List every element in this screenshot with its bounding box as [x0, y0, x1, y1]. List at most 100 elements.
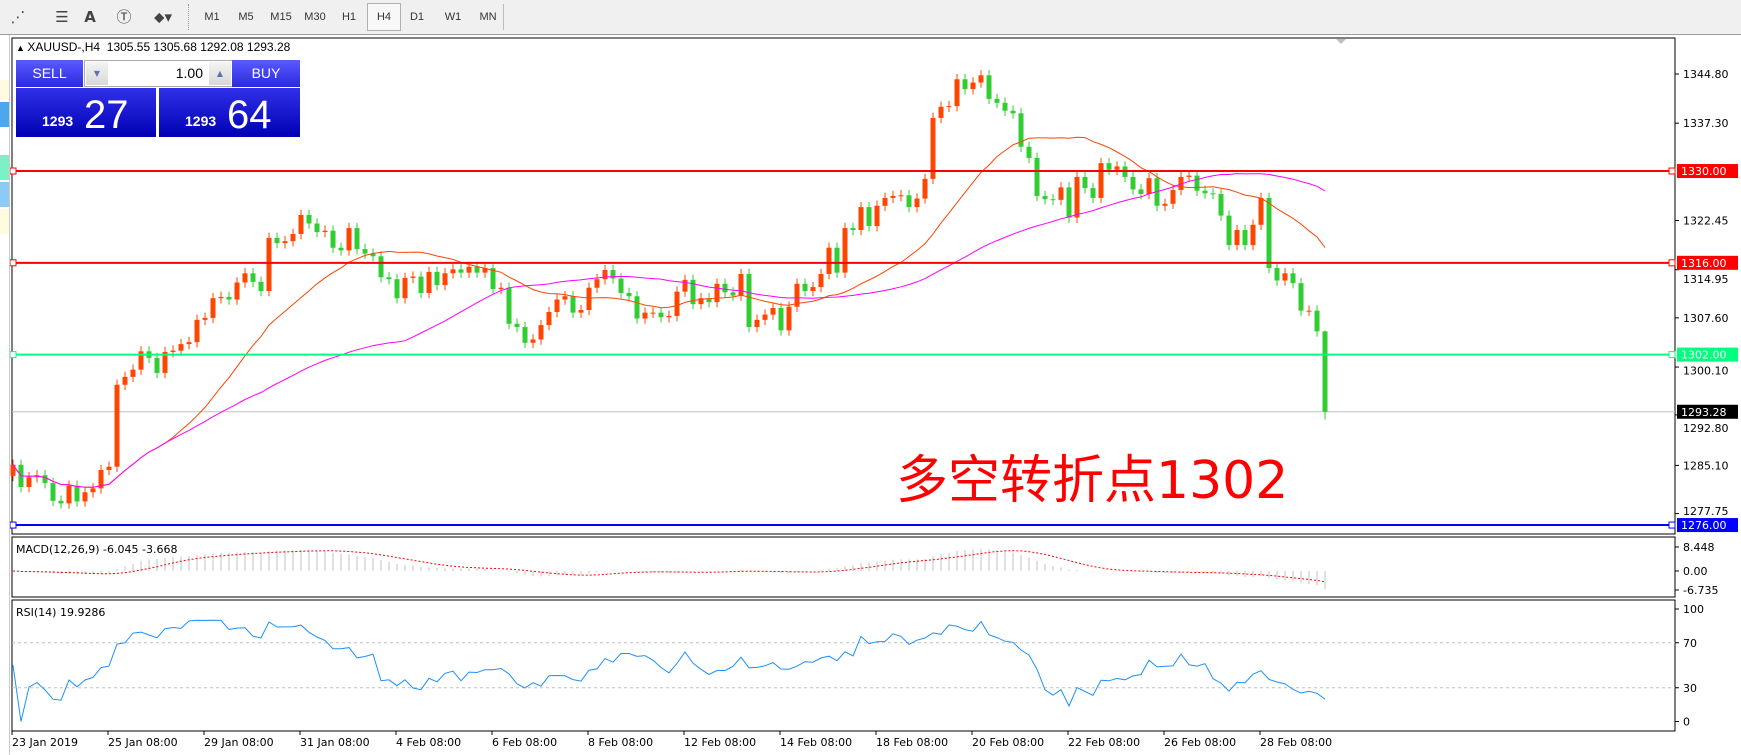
timeframe-m15[interactable]: M15 — [270, 11, 292, 23]
timeframe-w1[interactable]: W1 — [444, 11, 462, 23]
rsi-axis-label: 100 — [1683, 603, 1704, 616]
candle — [506, 287, 512, 324]
candle — [810, 287, 816, 292]
sell-button[interactable]: SELL — [16, 60, 83, 87]
timeframe-mn[interactable]: MN — [479, 11, 497, 23]
chart-shift-icon — [1336, 39, 1346, 44]
candle — [706, 298, 712, 303]
candle — [754, 319, 760, 328]
timeframe-h4[interactable]: H4 — [367, 3, 401, 31]
candle — [674, 291, 680, 316]
candle — [514, 323, 520, 328]
candle — [114, 384, 120, 467]
candle — [194, 319, 200, 343]
candle — [1034, 157, 1040, 196]
candle — [1090, 188, 1096, 198]
time-axis-label: 25 Jan 08:00 — [108, 736, 178, 749]
arrows-icon[interactable]: ⬥▾ — [153, 8, 173, 26]
rsi-axis-label: 0 — [1683, 716, 1690, 729]
candle — [242, 273, 248, 283]
candle — [218, 296, 224, 299]
moving-average-fast-line — [12, 136, 1326, 488]
navigator-strip[interactable] — [0, 35, 10, 755]
level-handle — [1668, 167, 1676, 175]
price-axis-label: 1277.75 — [1683, 505, 1729, 518]
candle — [938, 106, 944, 118]
candle — [474, 266, 480, 273]
candle — [802, 283, 808, 292]
sell-price[interactable]: 1293 27 — [16, 88, 156, 137]
collapse-triangle-icon[interactable]: ▲ — [16, 43, 28, 53]
text-label-icon[interactable]: Ⓣ — [116, 8, 132, 26]
candle — [930, 117, 936, 179]
candle — [106, 466, 112, 470]
price-chart[interactable]: 1344.80 1337.30 1322.45 1314.95 1307.60 1300.… — [10, 35, 1741, 755]
candle — [522, 327, 528, 343]
increase-lot-icon[interactable]: ▲ — [209, 62, 231, 85]
candle — [1162, 203, 1168, 206]
rsi-panel-frame — [11, 599, 1676, 732]
candle — [498, 287, 504, 290]
candle — [482, 268, 488, 273]
candle — [562, 296, 568, 300]
candle — [690, 279, 696, 305]
time-axis-label: 28 Feb 08:00 — [1260, 736, 1332, 749]
candle — [362, 249, 368, 254]
candle — [962, 79, 968, 90]
candle — [66, 485, 72, 504]
price-axis-label: 1307.60 — [1683, 312, 1729, 325]
timeframe-m5[interactable]: M5 — [238, 11, 254, 23]
candle — [594, 279, 600, 288]
level-price-label-bg — [1677, 255, 1738, 270]
level-handle — [1668, 521, 1676, 529]
pivot-annotation: 多空转折点1302 — [896, 451, 1289, 511]
timeframe-h1[interactable]: H1 — [341, 11, 357, 23]
candle — [1210, 193, 1216, 195]
text-icon[interactable]: A — [84, 8, 96, 26]
candle — [226, 296, 232, 300]
candle — [26, 477, 32, 488]
candle — [322, 230, 328, 232]
fibonacci-icon[interactable]: ☰ — [55, 8, 69, 26]
buy-button[interactable]: BUY — [232, 60, 300, 87]
candle — [1042, 195, 1048, 200]
candle — [554, 299, 560, 312]
candle — [122, 376, 128, 385]
candle — [586, 287, 592, 311]
candle — [978, 75, 984, 83]
candle — [898, 195, 904, 197]
candle — [1218, 193, 1224, 216]
time-axis-label: 4 Feb 08:00 — [396, 736, 461, 749]
timeframe-m1[interactable]: M1 — [204, 11, 220, 23]
candle — [426, 271, 432, 293]
candle — [722, 283, 728, 293]
level-price-label: 1276.00 — [1681, 519, 1727, 532]
candle — [306, 214, 312, 224]
candle — [882, 197, 888, 206]
price-axis-label: 1344.80 — [1683, 68, 1729, 81]
candle — [946, 106, 952, 108]
candle — [1098, 163, 1104, 198]
timeframe-m30[interactable]: M30 — [304, 11, 326, 23]
decrease-lot-icon[interactable]: ▼ — [86, 62, 108, 85]
candle — [778, 308, 784, 331]
level-handle — [10, 167, 17, 175]
candle — [10, 464, 16, 476]
moving-average-slow-line — [12, 173, 1326, 488]
buy-price[interactable]: 1293 64 — [159, 88, 300, 137]
macd-label: MACD(12,26,9) -6.045 -3.668 — [16, 543, 177, 556]
level-handle — [1668, 259, 1676, 267]
candle — [746, 273, 752, 328]
rsi-line — [12, 619, 1326, 722]
time-axis-label: 31 Jan 08:00 — [300, 736, 370, 749]
lot-size-input[interactable]: 1.00 — [175, 65, 203, 81]
candle — [1202, 190, 1208, 194]
chart-window[interactable]: 1344.80 1337.30 1322.45 1314.95 1307.60 1300.… — [10, 35, 1741, 755]
candle — [402, 277, 408, 299]
timeframe-d1[interactable]: D1 — [409, 11, 425, 23]
candle — [1130, 176, 1136, 190]
lot-size-stepper[interactable]: ▼ 1.00 ▲ — [84, 60, 233, 87]
candle — [786, 306, 792, 331]
elliott-wave-icon[interactable]: ⋰ — [10, 8, 26, 26]
candle — [386, 277, 392, 280]
